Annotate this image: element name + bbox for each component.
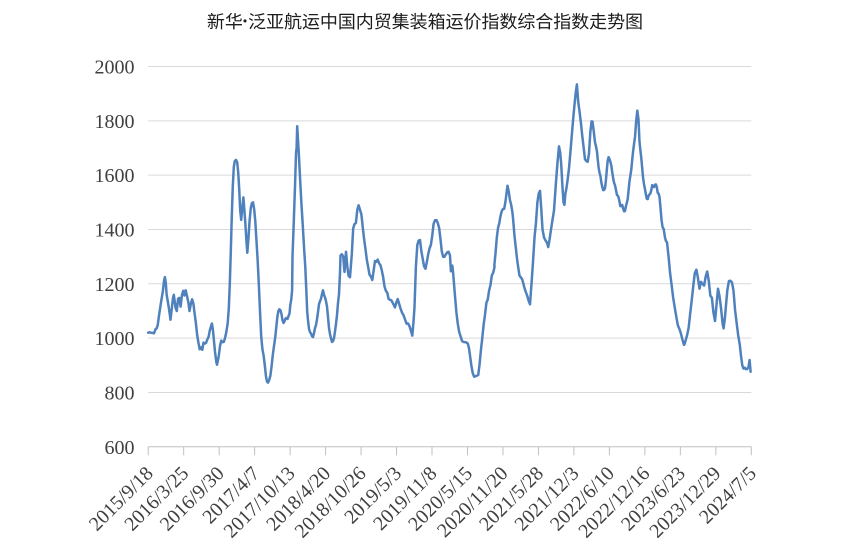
svg-text:600: 600 xyxy=(105,437,135,459)
svg-text:1400: 1400 xyxy=(95,219,135,241)
svg-text:1200: 1200 xyxy=(95,274,135,296)
svg-text:2000: 2000 xyxy=(95,57,135,79)
svg-text:1600: 1600 xyxy=(95,165,135,187)
svg-text:800: 800 xyxy=(105,382,135,404)
svg-text:1000: 1000 xyxy=(95,328,135,350)
svg-text:1800: 1800 xyxy=(95,111,135,133)
